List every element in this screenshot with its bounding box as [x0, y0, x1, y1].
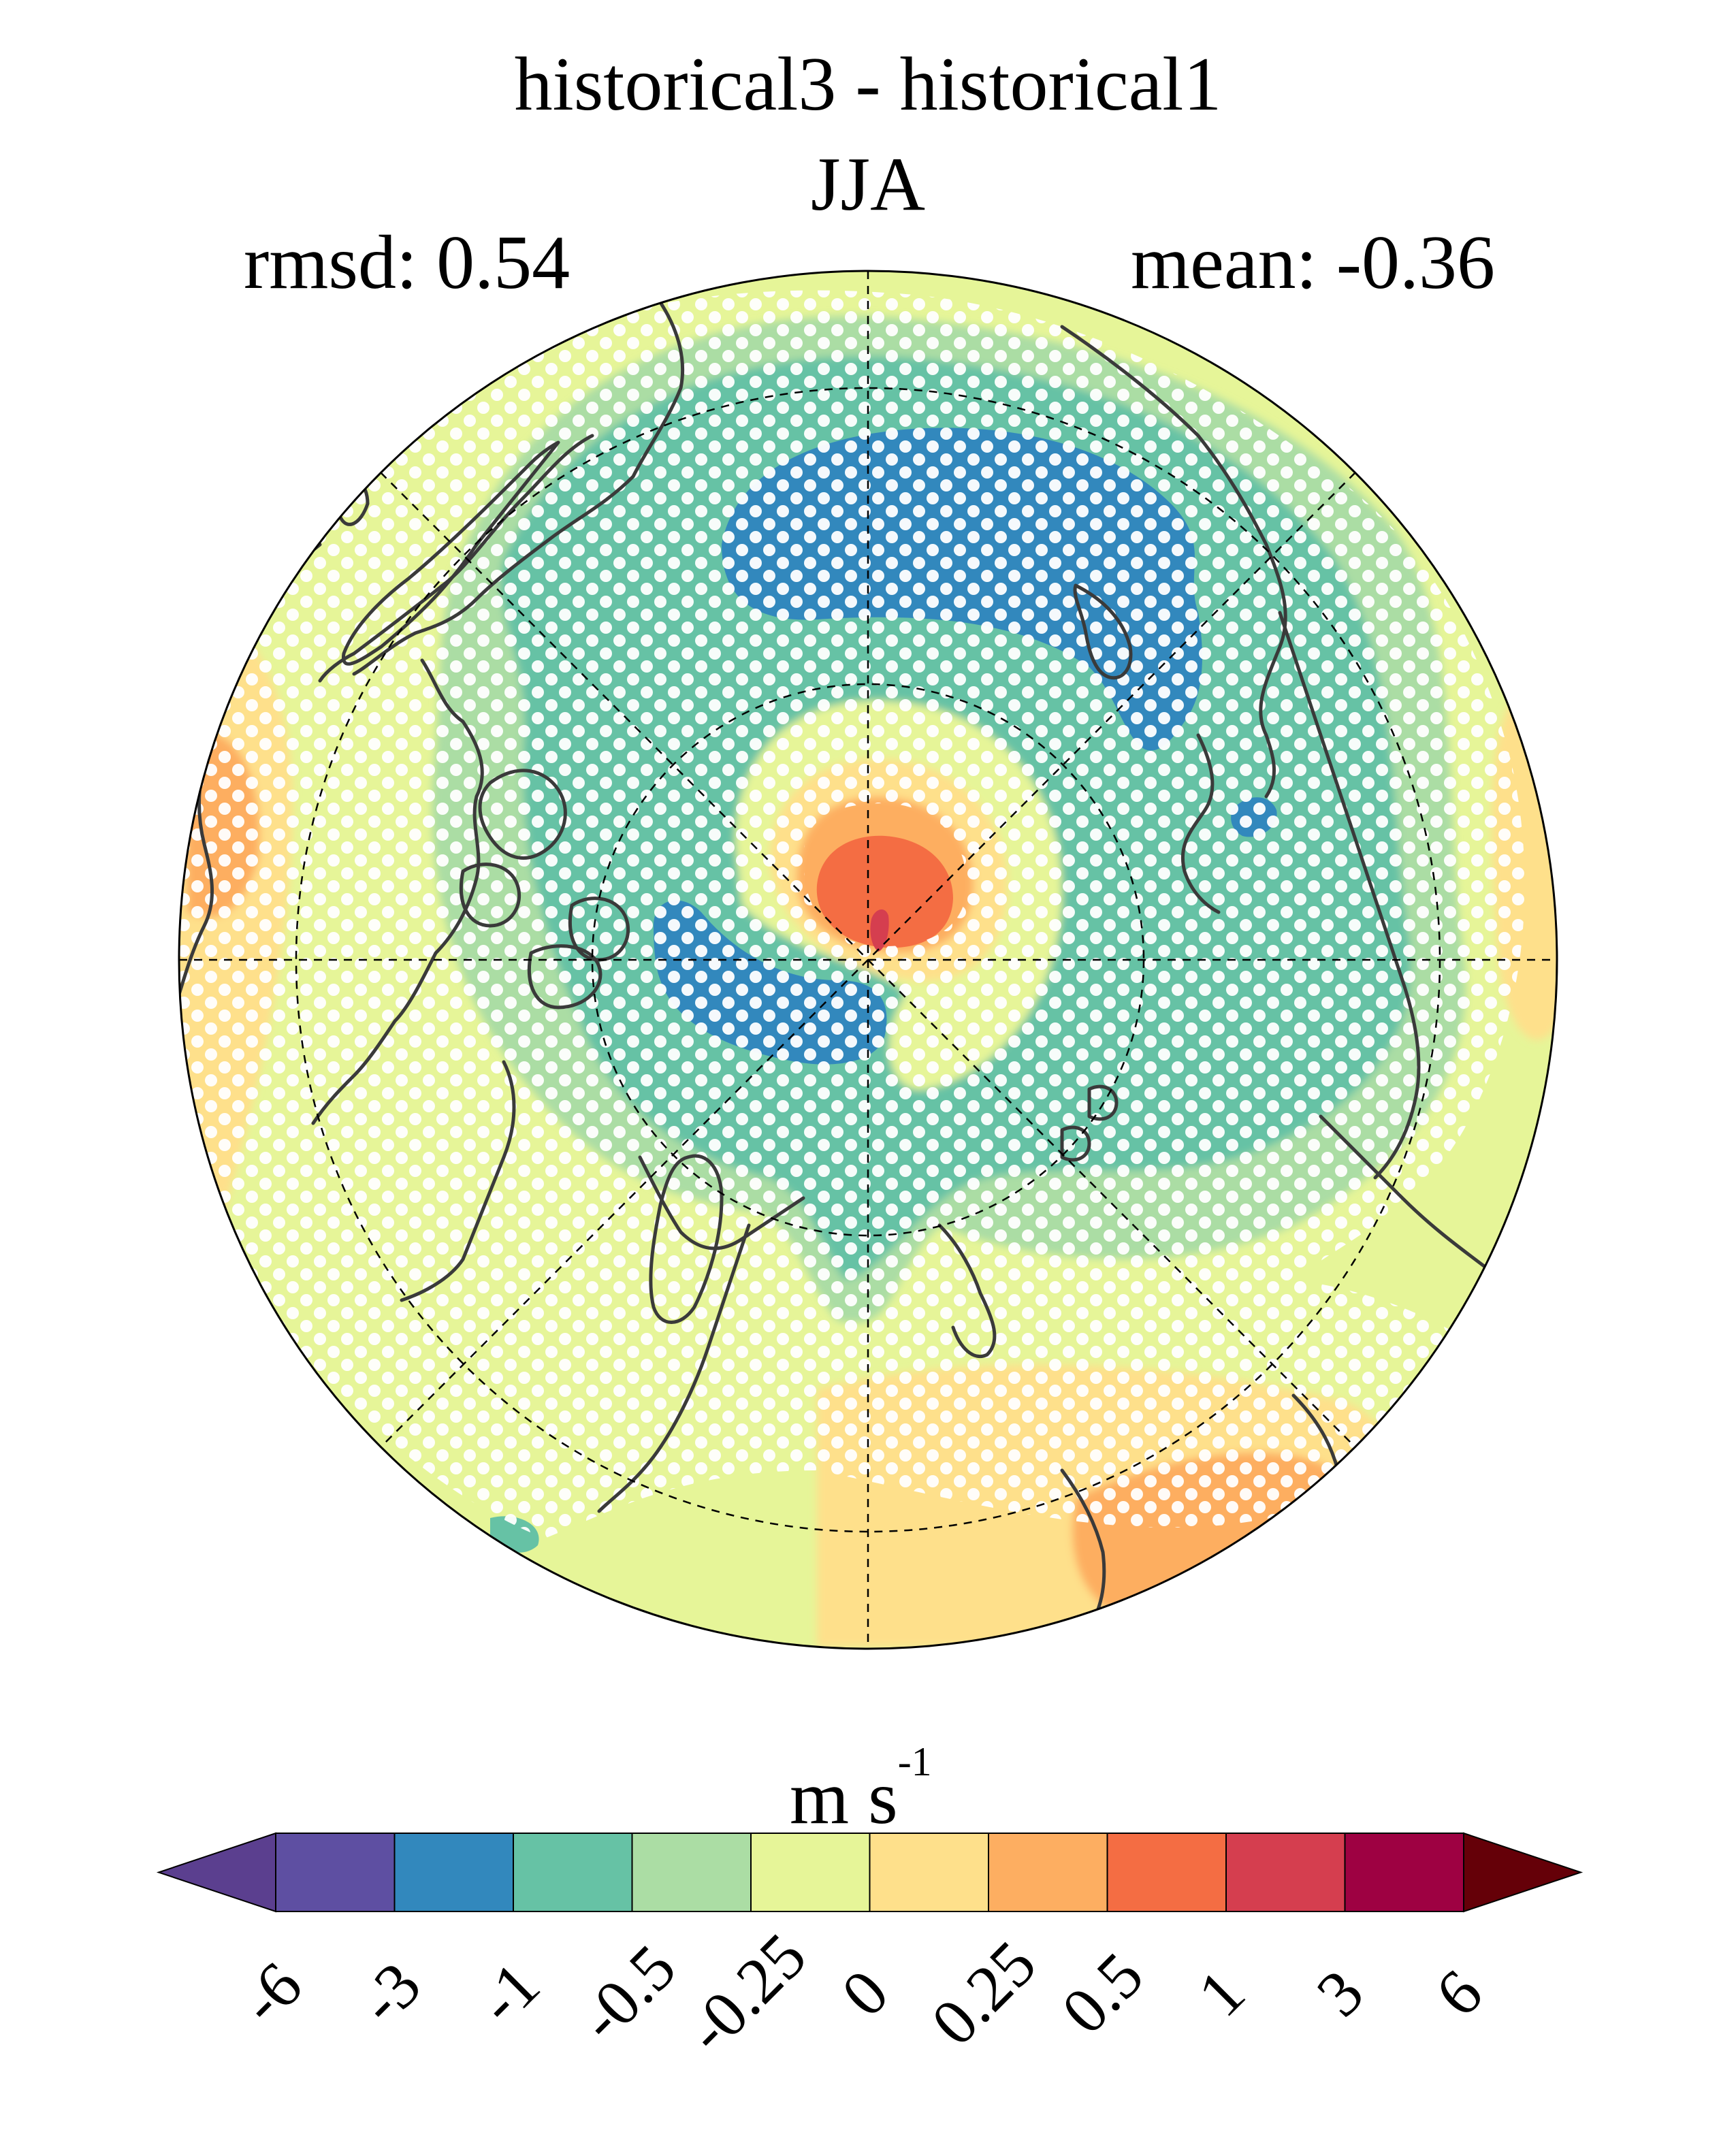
colorbar-swatches — [156, 1832, 1584, 1913]
chart-title: historical3 - historical1 — [514, 42, 1222, 127]
stippling — [179, 290, 1525, 1538]
meridian-diagonal-2 — [380, 472, 1356, 1448]
colorbar-tick-label: -1 — [463, 1948, 553, 2037]
coast-pacific-islands — [1060, 1084, 1119, 1162]
graticule — [179, 271, 1557, 1649]
colorbar-tick-labels: -6 -3 -1 -0.5-0.25 0 0.250.5 1 3 6 — [225, 1919, 1496, 2067]
colorbar-tick-label: 0.5 — [1048, 1938, 1157, 2048]
colorbar-tick-label: -6 — [225, 1948, 315, 2037]
colorbar-tick-label: 6 — [1421, 1956, 1496, 2031]
colorbar-tick-label: 0 — [827, 1956, 902, 2031]
coast-hudson-bay — [649, 1154, 724, 1324]
colorbar-swatch — [631, 1833, 752, 1912]
colorbar-swatch — [1225, 1833, 1346, 1912]
colorbar-swatch — [988, 1833, 1108, 1912]
mean-label: mean: -0.36 — [1131, 221, 1495, 305]
colorbar-swatch — [1344, 1833, 1464, 1912]
coast-eastern-siberia — [1278, 611, 1421, 1180]
colorbar-swatch — [275, 1833, 396, 1912]
rmsd-label: rmsd: 0.54 — [244, 221, 570, 305]
colorbar-tick-label: 0.25 — [917, 1926, 1049, 2059]
map-boundary — [178, 270, 1558, 1650]
coast-scandinavia — [352, 291, 685, 676]
colorbar-tick-label: -0.5 — [565, 1931, 690, 2055]
coast-baltic — [341, 440, 560, 666]
units-exponent: -1 — [897, 1739, 932, 1784]
colorbar-tick-label: -3 — [344, 1948, 434, 2037]
colorbar-under-triangle — [156, 1832, 276, 1913]
colorbar: -6 -3 -1 -0.5-0.25 0 0.250.5 1 3 6 — [156, 1832, 1584, 2067]
colorbar-swatch — [869, 1833, 989, 1912]
colorbar-swatch — [513, 1833, 633, 1912]
coast-novaya-zemlya — [1073, 583, 1133, 680]
units-main: m s — [790, 1756, 898, 1840]
field-pole-strong-positive — [816, 835, 953, 948]
field-pole-peak — [870, 909, 889, 952]
colorbar-swatch — [393, 1833, 514, 1912]
polar-map — [178, 270, 1558, 1650]
colorbar-tick-label: 1 — [1184, 1956, 1259, 2031]
colorbar-swatch — [750, 1833, 871, 1912]
units-label: m s-1 — [790, 1741, 932, 1836]
colorbar-over-triangle — [1463, 1832, 1584, 1913]
coast-canadian-archipelago — [459, 769, 630, 1010]
colorbar-tick-label: -0.25 — [672, 1919, 820, 2067]
colorbar-tick-label: 3 — [1302, 1956, 1377, 2031]
chart-subtitle: JJA — [810, 142, 926, 227]
coast-north-america — [400, 1060, 805, 1513]
coast-siberia — [1060, 325, 1287, 914]
coast-alaska — [937, 1223, 997, 1359]
colorbar-swatch — [1106, 1833, 1227, 1912]
